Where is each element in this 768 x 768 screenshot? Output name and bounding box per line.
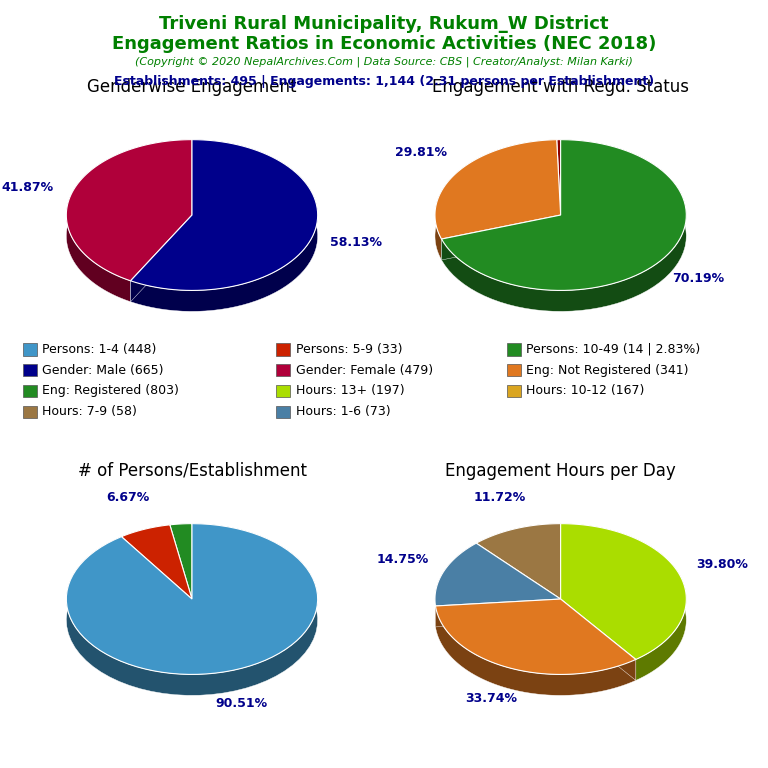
Text: Hours: 7-9 (58): Hours: 7-9 (58) xyxy=(42,406,137,418)
Text: Engagement Ratios in Economic Activities (NEC 2018): Engagement Ratios in Economic Activities… xyxy=(112,35,656,52)
Polygon shape xyxy=(561,599,636,680)
Polygon shape xyxy=(561,524,687,680)
Text: 90.51%: 90.51% xyxy=(216,697,268,710)
Polygon shape xyxy=(131,215,192,302)
Text: 11.72%: 11.72% xyxy=(473,491,526,504)
Text: Hours: 1-6 (73): Hours: 1-6 (73) xyxy=(296,406,390,418)
Polygon shape xyxy=(66,140,192,281)
Polygon shape xyxy=(561,599,636,680)
Polygon shape xyxy=(121,525,192,599)
Text: Gender: Female (479): Gender: Female (479) xyxy=(296,364,433,376)
Text: Persons: 10-49 (14 | 2.83%): Persons: 10-49 (14 | 2.83%) xyxy=(526,343,700,356)
Polygon shape xyxy=(442,140,687,290)
Polygon shape xyxy=(442,215,561,260)
Polygon shape xyxy=(435,606,636,695)
Title: Engagement Hours per Day: Engagement Hours per Day xyxy=(445,462,676,479)
Text: Establishments: 495 | Engagements: 1,144 (2.31 persons per Establishment): Establishments: 495 | Engagements: 1,144… xyxy=(114,75,654,88)
Text: 41.87%: 41.87% xyxy=(2,181,54,194)
Polygon shape xyxy=(435,599,561,627)
Polygon shape xyxy=(435,543,476,627)
Polygon shape xyxy=(442,140,687,311)
Title: # of Persons/Establishment: # of Persons/Establishment xyxy=(78,462,306,479)
Text: 14.75%: 14.75% xyxy=(376,553,429,566)
Polygon shape xyxy=(476,524,561,599)
Polygon shape xyxy=(170,524,192,546)
Polygon shape xyxy=(435,599,636,674)
Text: 33.74%: 33.74% xyxy=(465,693,518,706)
Text: 70.19%: 70.19% xyxy=(672,273,724,286)
Polygon shape xyxy=(121,525,170,558)
Text: Hours: 10-12 (167): Hours: 10-12 (167) xyxy=(526,385,644,397)
Title: Genderwise Engagement: Genderwise Engagement xyxy=(88,78,296,95)
Text: (Copyright © 2020 NepalArchives.Com | Data Source: CBS | Creator/Analyst: Milan : (Copyright © 2020 NepalArchives.Com | Da… xyxy=(135,57,633,68)
Polygon shape xyxy=(435,140,561,239)
Polygon shape xyxy=(476,524,561,564)
Polygon shape xyxy=(435,599,561,627)
Polygon shape xyxy=(442,215,561,260)
Text: Eng: Not Registered (341): Eng: Not Registered (341) xyxy=(526,364,689,376)
Polygon shape xyxy=(557,140,561,215)
Polygon shape xyxy=(131,140,318,290)
Text: Persons: 5-9 (33): Persons: 5-9 (33) xyxy=(296,343,402,356)
Polygon shape xyxy=(66,524,318,674)
Text: Eng: Registered (803): Eng: Registered (803) xyxy=(42,385,179,397)
Text: Hours: 13+ (197): Hours: 13+ (197) xyxy=(296,385,404,397)
Polygon shape xyxy=(131,215,192,302)
Text: Triveni Rural Municipality, Rukum_W District: Triveni Rural Municipality, Rukum_W Dist… xyxy=(159,15,609,33)
Text: 6.67%: 6.67% xyxy=(107,492,150,505)
Polygon shape xyxy=(170,524,192,599)
Text: 39.80%: 39.80% xyxy=(696,558,747,571)
Title: Engagement with Regd. Status: Engagement with Regd. Status xyxy=(432,78,689,95)
Text: 29.81%: 29.81% xyxy=(396,146,447,159)
Polygon shape xyxy=(557,140,561,161)
Polygon shape xyxy=(66,524,318,695)
Polygon shape xyxy=(435,543,561,606)
Polygon shape xyxy=(131,140,318,311)
Polygon shape xyxy=(561,524,687,660)
Text: Gender: Male (665): Gender: Male (665) xyxy=(42,364,164,376)
Polygon shape xyxy=(435,140,557,260)
Text: Persons: 1-4 (448): Persons: 1-4 (448) xyxy=(42,343,157,356)
Polygon shape xyxy=(66,140,192,302)
Text: 58.13%: 58.13% xyxy=(330,237,382,249)
